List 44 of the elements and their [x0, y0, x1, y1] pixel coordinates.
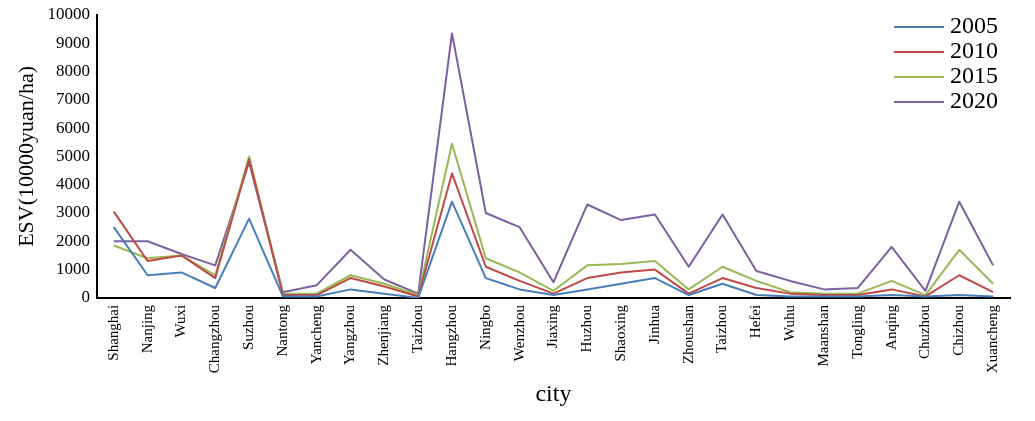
- x-tick-label: Changzhou: [206, 304, 223, 374]
- y-tick-label: 2000: [55, 230, 90, 250]
- x-tick-label: Suzhou: [240, 304, 257, 350]
- x-tick-label: Zhenjiang: [375, 304, 392, 366]
- x-tick-label: Yangzhou: [341, 304, 358, 366]
- y-tick-label: 8000: [55, 61, 90, 81]
- y-tick-label: 0: [81, 287, 90, 307]
- x-tick-label: Yancheng: [307, 304, 324, 365]
- x-tick-label: Anqing: [882, 304, 899, 350]
- x-tick-label: Xuancheng: [984, 304, 1001, 374]
- x-tick-label: Tongling: [848, 304, 865, 359]
- x-tick-label: Shanghai: [104, 304, 121, 361]
- y-tick-label: 1000: [55, 259, 90, 279]
- legend-label: 2010: [950, 37, 998, 64]
- x-tick-label: Shaoxing: [612, 304, 629, 362]
- x-tick-label: Taizhou: [713, 304, 730, 353]
- x-tick-label: Wuhu: [781, 304, 798, 341]
- legend-label: 2015: [950, 62, 998, 89]
- x-tick-label: Jiaxing: [544, 304, 561, 349]
- y-tick-label: 5000: [55, 145, 90, 165]
- legend-label: 2005: [950, 12, 998, 39]
- x-tick-label: Hangzhou: [442, 304, 459, 367]
- x-tick-label: Ningbo: [476, 304, 493, 350]
- y-tick-label: 7000: [55, 89, 90, 109]
- x-axis-title: city: [535, 379, 572, 406]
- x-tick-label: Wenzhou: [510, 304, 527, 362]
- x-tick-label: Taizhou: [409, 304, 426, 353]
- y-tick-label: 10000: [47, 4, 90, 24]
- legend-label: 2020: [950, 87, 998, 114]
- x-tick-label: Hefei: [747, 304, 764, 339]
- x-tick-label: Zhoushan: [679, 304, 696, 365]
- x-tick-label: Nantong: [273, 304, 290, 357]
- x-tick-label: Nanjing: [138, 304, 155, 354]
- y-tick-label: 9000: [55, 32, 90, 52]
- x-tick-label: Maanshan: [814, 304, 831, 367]
- y-axis-title: ESV(10000yuan/ha): [12, 66, 38, 247]
- y-tick-label: 4000: [55, 174, 90, 194]
- x-tick-label: Chizhou: [950, 304, 967, 356]
- x-tick-label: Huzhou: [578, 304, 595, 353]
- y-tick-label: 6000: [55, 117, 90, 137]
- x-tick-label: Wuxi: [172, 304, 189, 338]
- x-tick-label: Chuzhou: [916, 304, 933, 360]
- y-tick-label: 3000: [55, 202, 90, 222]
- x-tick-label: Jinhua: [645, 304, 662, 345]
